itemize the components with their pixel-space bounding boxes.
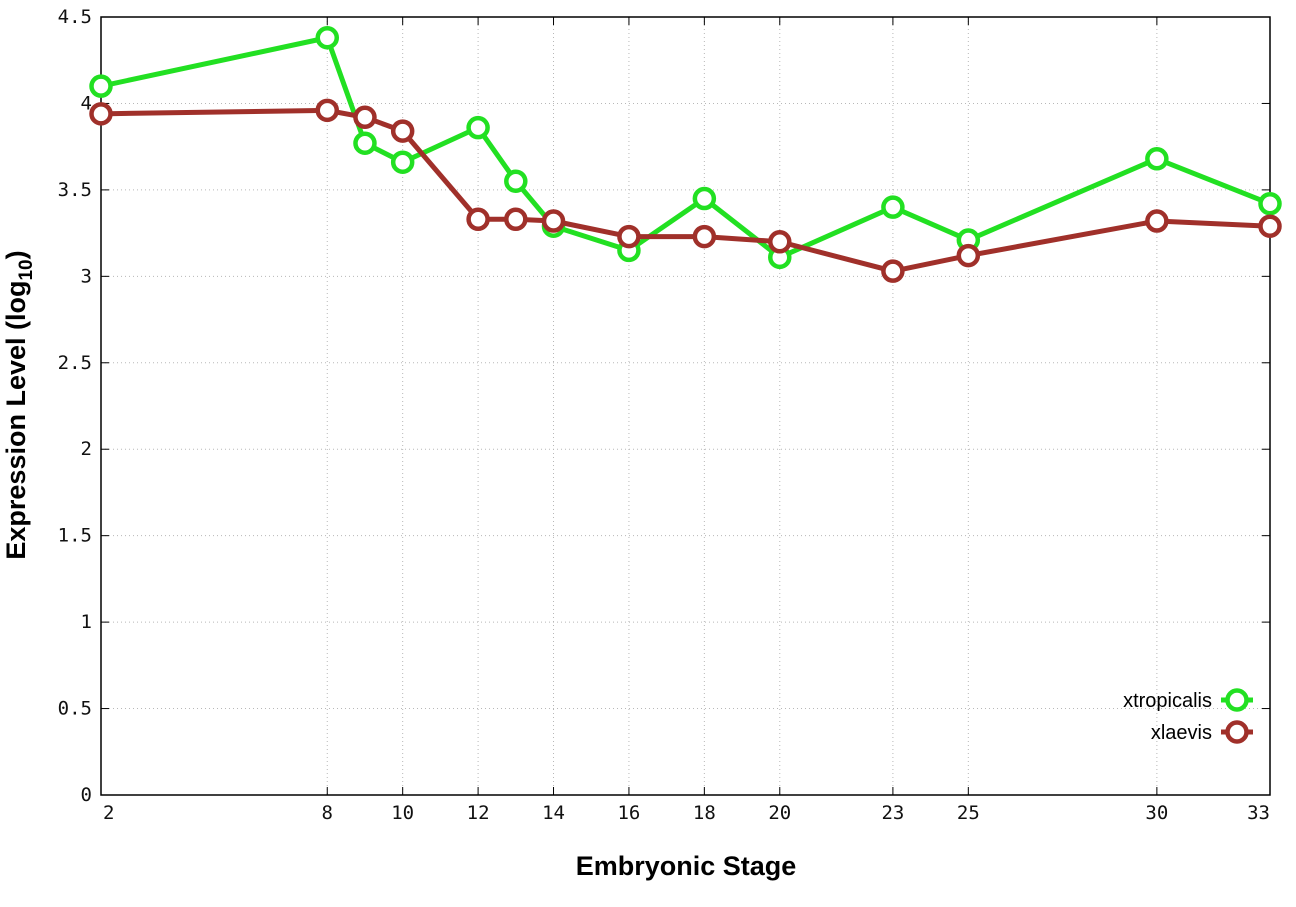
data-point-xlaevis	[956, 243, 981, 268]
x-tick-label: 14	[542, 802, 565, 824]
grid-lines	[101, 17, 1270, 795]
data-point-xlaevis	[504, 207, 528, 232]
legend-label: xlaevis	[1151, 722, 1212, 744]
y-tick-label: 4.5	[58, 6, 92, 28]
y-tick-label: 0.5	[58, 698, 92, 720]
data-point-xlaevis	[390, 119, 415, 143]
data-point-xlaevis	[881, 259, 905, 283]
y-tick-label: 3.5	[58, 179, 92, 201]
data-point-xtropicalis	[692, 186, 717, 211]
legend-label: xtropicalis	[1123, 690, 1212, 712]
series-lines	[89, 25, 1282, 283]
data-point-xtropicalis	[89, 74, 113, 98]
legend-marker	[1225, 688, 1249, 712]
legend-item-xlaevis: xlaevis	[1151, 720, 1253, 744]
y-tick-label: 1.5	[58, 525, 92, 547]
y-tick-label: 2	[81, 438, 92, 460]
data-point-xtropicalis	[881, 195, 905, 219]
data-point-xlaevis	[692, 224, 717, 249]
data-point-xlaevis	[1258, 214, 1282, 238]
x-axis-title: Embryonic Stage	[576, 851, 797, 881]
x-tick-label: 18	[693, 802, 716, 824]
x-tick-label: 16	[617, 802, 640, 824]
data-point-xlaevis	[353, 105, 377, 130]
series-xlaevis	[89, 98, 1282, 283]
data-point-xtropicalis	[1258, 191, 1282, 216]
legend-item-xtropicalis: xtropicalis	[1123, 688, 1253, 712]
plot-frame	[100, 16, 1271, 796]
y-tick-label: 4	[81, 92, 92, 114]
data-point-xtropicalis	[390, 150, 415, 174]
y-axis-title: Expression Level (log10)	[1, 250, 37, 559]
x-tick-label: 23	[881, 802, 904, 824]
data-point-xtropicalis	[1145, 147, 1169, 171]
data-point-xtropicalis	[315, 25, 340, 50]
data-point-xtropicalis	[504, 169, 528, 193]
data-point-xtropicalis	[353, 131, 377, 155]
data-point-xlaevis	[617, 224, 641, 249]
axis-ticks: 0 0.5 1 1.5 2 2.5 3 3.5 4 4.5 2 8 10 12 14 16 18 20 23 25 30…	[58, 6, 1271, 824]
data-point-xlaevis	[768, 230, 792, 254]
data-point-xlaevis	[315, 98, 340, 123]
y-tick-label: 3	[81, 265, 92, 287]
y-tick-label: 2.5	[58, 352, 92, 374]
y-axis-title-close: )	[1, 250, 31, 259]
legend-marker	[1225, 720, 1249, 744]
y-tick-label: 0	[81, 784, 92, 806]
series-line-xtropicalis	[100, 35, 1271, 260]
data-point-xlaevis	[541, 209, 566, 233]
data-point-xlaevis	[466, 207, 490, 232]
x-tick-label: 2	[103, 802, 114, 824]
legend: xtropicalis xlaevis	[1123, 688, 1253, 744]
x-tick-label: 25	[957, 802, 980, 824]
data-point-xtropicalis	[466, 115, 490, 140]
x-tick-label: 8	[322, 802, 333, 824]
series-line-xlaevis	[100, 107, 1271, 274]
data-point-xlaevis	[1145, 209, 1169, 233]
data-point-xlaevis	[89, 102, 113, 126]
x-tick-label: 30	[1145, 802, 1168, 824]
x-tick-label: 12	[467, 802, 490, 824]
y-axis-title-subscript: 10	[16, 259, 37, 280]
y-tick-label: 1	[81, 611, 92, 633]
y-axis-title-main: Expression Level (log	[1, 281, 31, 560]
x-tick-label: 10	[391, 802, 414, 824]
x-tick-label: 33	[1247, 802, 1270, 824]
x-tick-label: 20	[768, 802, 791, 824]
